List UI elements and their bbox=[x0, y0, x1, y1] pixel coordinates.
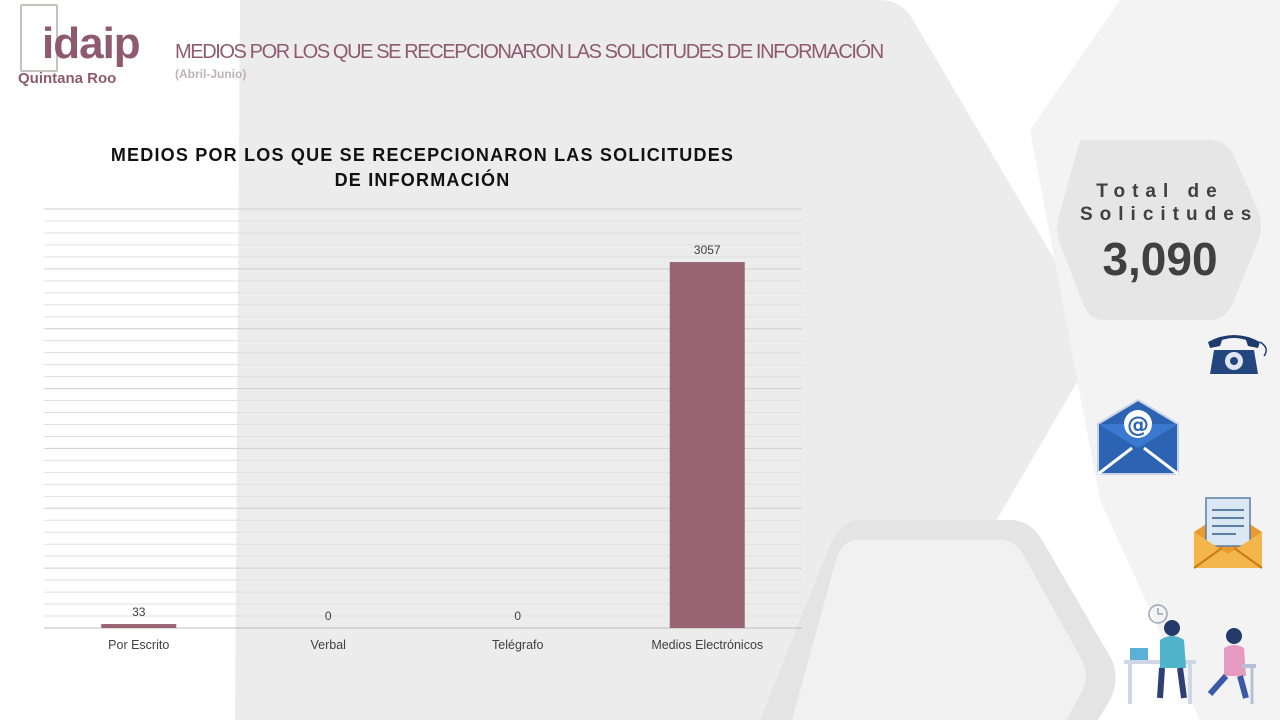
page-title: MEDIOS POR LOS QUE SE RECEPCIONARON LAS … bbox=[175, 41, 884, 63]
data-label: 33 bbox=[132, 605, 146, 619]
chart-title-line1: MEDIOS POR LOS QUE SE RECEPCIONARON LAS … bbox=[110, 145, 735, 165]
category-label: Medios Electrónicos bbox=[651, 638, 763, 652]
chart-title: MEDIOS POR LOS QUE SE RECEPCIONARON LAS … bbox=[100, 143, 745, 193]
logo-door-frame bbox=[20, 4, 58, 72]
category-label: Verbal bbox=[311, 638, 346, 652]
data-label: 3057 bbox=[694, 243, 721, 257]
logo-subtext: Quintana Roo bbox=[18, 70, 117, 87]
category-label: Telégrafo bbox=[492, 638, 543, 652]
bar bbox=[101, 624, 177, 628]
total-value: 3,090 bbox=[1102, 233, 1218, 285]
total-label-line1: Total de bbox=[1096, 181, 1224, 202]
total-label-line2: Solicitudes bbox=[1080, 204, 1259, 225]
logo-text: idaip bbox=[42, 19, 141, 68]
people-conversation-icon bbox=[1124, 604, 1256, 704]
letter-envelope-icon bbox=[1193, 497, 1263, 569]
email-icon: @ bbox=[1097, 398, 1179, 476]
svg-text:@: @ bbox=[1127, 413, 1149, 438]
bar bbox=[669, 262, 745, 628]
page-subtitle: (Abril-Junio) bbox=[175, 67, 247, 81]
telephone-icon bbox=[1208, 335, 1267, 374]
data-label: 0 bbox=[325, 609, 332, 623]
chart-title-line2: DE INFORMACIÓN bbox=[334, 170, 511, 190]
total-box: Total de Solicitudes 3,090 bbox=[1080, 180, 1259, 286]
logo: idaip Quintana Roo bbox=[14, 4, 154, 90]
category-label: Por Escrito bbox=[108, 638, 169, 652]
data-label: 0 bbox=[514, 609, 521, 623]
